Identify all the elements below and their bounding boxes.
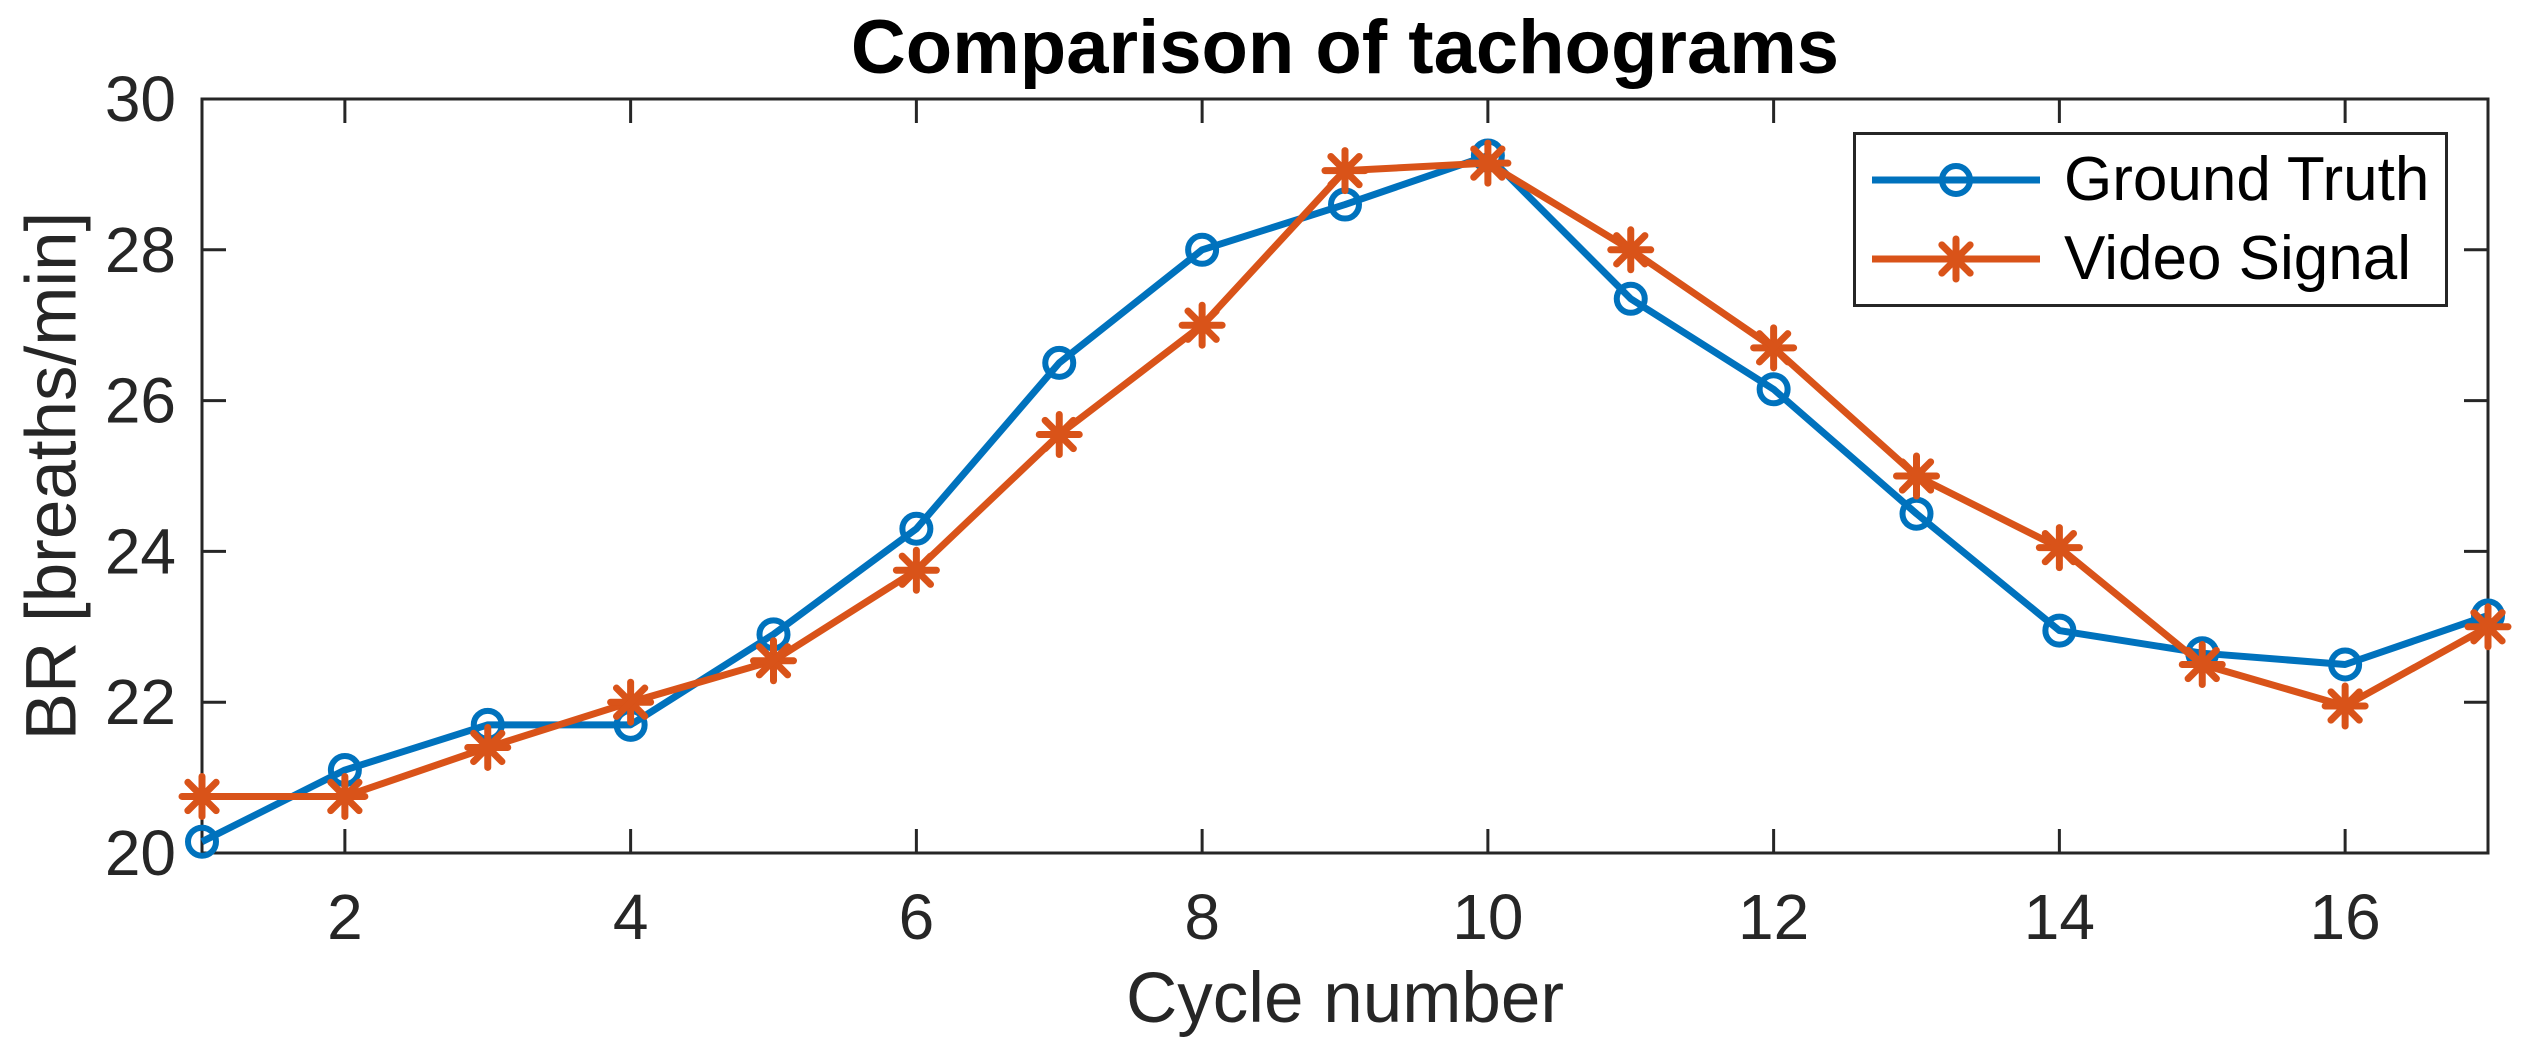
y-tick-label: 24: [105, 515, 176, 587]
y-tick-label: 30: [105, 63, 176, 135]
x-tick-label: 6: [899, 881, 935, 953]
series-video-signal: [178, 139, 2512, 820]
y-tick-label: 26: [105, 365, 176, 437]
legend-label: Video Signal: [2064, 224, 2412, 294]
legend: Ground Truth Video Signal: [1853, 132, 2448, 307]
y-tick-label: 20: [105, 817, 176, 889]
legend-item-video-signal: Video Signal: [1866, 224, 2445, 294]
y-axis-label: BR [breaths/min]: [12, 211, 92, 741]
x-tick-label: 16: [2310, 881, 2381, 953]
x-tick-label: 2: [327, 881, 363, 953]
legend-item-ground-truth: Ground Truth: [1866, 145, 2445, 215]
legend-label: Ground Truth: [2064, 144, 2430, 214]
chart-title: Comparison of tachograms: [850, 5, 1840, 90]
x-axis-label: Cycle number: [1126, 959, 1564, 1038]
x-tick-label: 14: [2024, 881, 2095, 953]
x-tick-label: 4: [613, 881, 649, 953]
x-tick-label: 12: [1738, 881, 1809, 953]
x-ticks: 2 4 6 8 10 12 14 16: [327, 99, 2381, 953]
video-signal-markers: [178, 139, 2512, 820]
x-tick-label: 10: [1452, 881, 1523, 953]
ground-truth-line: [200, 152, 2490, 845]
x-tick-label: 8: [1184, 881, 1220, 953]
y-ticks: 20 22 24 26 28 30: [105, 63, 2488, 889]
ground-truth-line-circle-icon: [1872, 162, 2040, 197]
video-signal-line-asterisk-icon: [1872, 235, 2040, 283]
y-tick-label: 22: [105, 666, 176, 738]
y-tick-label: 28: [105, 214, 176, 286]
plot-box: [200, 97, 2490, 855]
